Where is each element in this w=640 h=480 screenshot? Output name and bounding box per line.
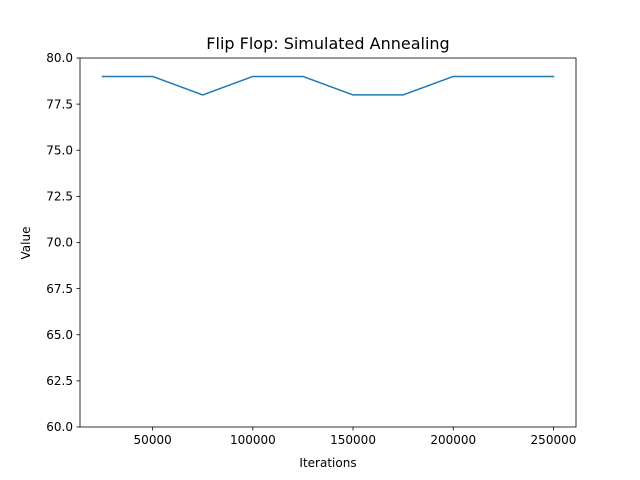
y-tick-label: 72.5 (46, 190, 73, 204)
y-tick-label: 62.5 (46, 374, 73, 388)
y-tick-label: 67.5 (46, 282, 73, 296)
chart-title: Flip Flop: Simulated Annealing (206, 34, 449, 53)
x-axis-label: Iterations (299, 456, 356, 470)
y-tick-label: 77.5 (46, 97, 73, 111)
series-line (101, 75, 555, 96)
y-tick-label: 75.0 (46, 143, 73, 157)
x-tick-label: 50000 (134, 433, 172, 447)
x-tick-label: 250000 (531, 433, 577, 447)
y-tick-label: 65.0 (46, 328, 73, 342)
x-tick-label: 150000 (330, 433, 376, 447)
y-tick-label: 70.0 (46, 236, 73, 250)
x-tick-label: 100000 (230, 433, 276, 447)
plot-area: 50000 100000 150000 200000 250000 60.0 62.5 65.… (46, 51, 577, 447)
y-axis-label: Value (19, 227, 33, 260)
x-tick-label: 200000 (430, 433, 476, 447)
y-tick-label: 60.0 (46, 420, 73, 434)
y-tick-label: 80.0 (46, 51, 73, 65)
